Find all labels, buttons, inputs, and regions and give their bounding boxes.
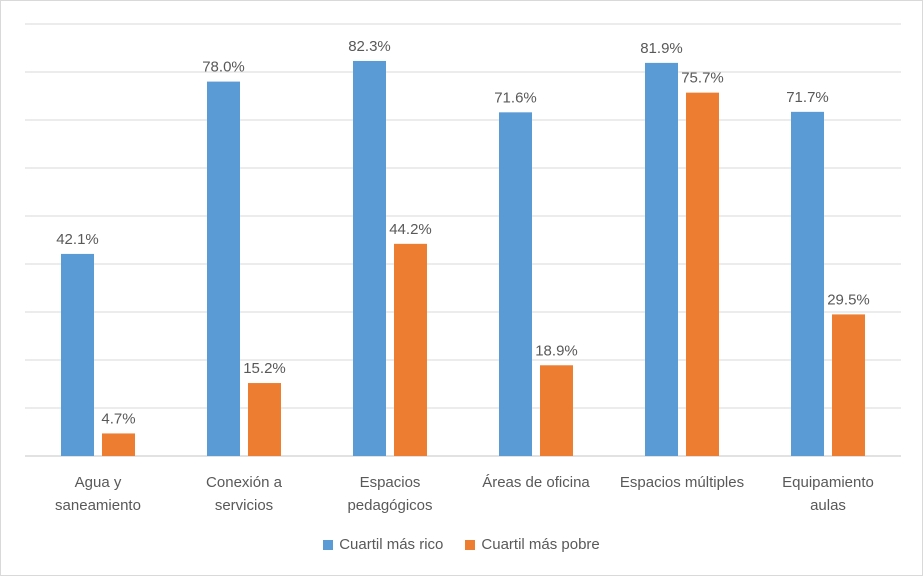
bar-rico (61, 253, 94, 456)
category-label: Espacios (360, 474, 421, 491)
bar-rico (499, 112, 532, 456)
bar-chart: 42.1% 4.7% Agua y saneamiento 78.0% 15.2% Cone… (25, 23, 901, 514)
data-label: 78.0% (202, 59, 245, 76)
category-label: Conexión a (206, 474, 283, 491)
data-label: 15.2% (243, 360, 286, 377)
data-label: 71.6% (494, 89, 537, 106)
category-label: Equipamiento (782, 474, 874, 491)
category-label: Áreas de oficina (482, 474, 590, 491)
bar-pobre (686, 92, 719, 456)
legend-swatch-pobre (465, 539, 476, 550)
data-label: 18.9% (535, 342, 578, 359)
legend: Cuartil más rico Cuartil más pobre (1, 536, 922, 553)
category-label: aulas (810, 497, 846, 514)
bar-pobre (832, 314, 865, 456)
legend-swatch-rico (323, 539, 334, 550)
category-label: Espacios múltiples (620, 474, 744, 491)
data-label: 81.9% (640, 40, 683, 57)
legend-item-rico: Cuartil más rico (323, 536, 443, 553)
bar-pobre (394, 243, 427, 456)
bar-pobre (540, 365, 573, 456)
data-label: 42.1% (56, 231, 99, 248)
bar-rico (207, 81, 240, 456)
bar-rico (353, 60, 386, 457)
legend-label-rico: Cuartil más rico (339, 536, 444, 553)
bar-pobre (102, 433, 135, 456)
legend-item-pobre: Cuartil más pobre (465, 536, 600, 553)
data-label: 29.5% (827, 291, 870, 308)
category-label: Agua y (75, 474, 122, 491)
category-label: servicios (215, 497, 273, 514)
category-label: saneamiento (55, 497, 141, 514)
category-label: pedagógicos (347, 497, 432, 514)
data-label: 82.3% (348, 38, 391, 55)
legend-label-pobre: Cuartil más pobre (481, 536, 600, 553)
bar-pobre (248, 383, 281, 456)
bar-rico (645, 62, 678, 456)
bar-rico (791, 111, 824, 456)
data-label: 71.7% (786, 89, 829, 106)
data-label: 44.2% (389, 221, 432, 238)
data-label: 4.7% (101, 410, 135, 427)
data-label: 75.7% (681, 70, 724, 87)
